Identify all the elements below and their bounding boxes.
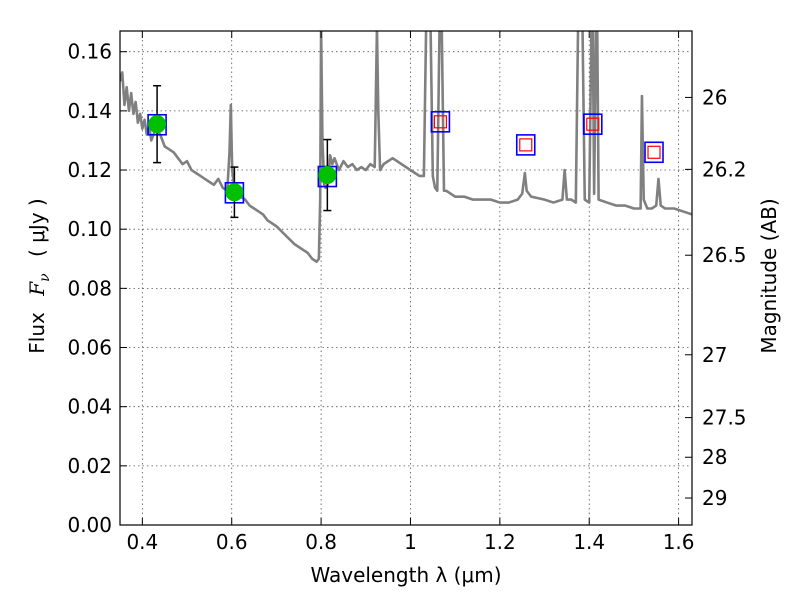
y2-tick-label-6: 29 [702, 486, 727, 510]
y-tick-label-5: 0.10 [67, 217, 112, 241]
y-axis-label: Flux Fν ( μJy ) [25, 198, 54, 353]
y-tick-label-6: 0.12 [67, 158, 112, 182]
model-spectrum-line [120, 31, 692, 264]
y-axis-label-text: Flux [25, 312, 49, 354]
y-axis-label-unit: ( μJy ) [25, 198, 49, 257]
y2-tick-label-1: 26.2 [702, 157, 747, 181]
svg-text:Flux Fν ( μJy ): Flux Fν ( μJy ) [25, 198, 54, 353]
model-band-marker-5 [582, 113, 603, 135]
x-tick-label-5: 1.4 [573, 530, 605, 554]
upper-marker-3 [647, 145, 661, 159]
model-band-marker-6 [644, 141, 664, 164]
x-tick-label-0: 0.4 [126, 530, 158, 554]
plot-frame [119, 30, 693, 526]
y2-tick-label-0: 26 [702, 85, 727, 109]
model-band-marker-4 [515, 134, 536, 156]
observed-point-1 [225, 183, 244, 202]
x-tick-label-6: 1.6 [663, 530, 695, 554]
grid-lines [120, 31, 692, 525]
x-tick-label-3: 1 [404, 530, 417, 554]
upper-marker-2 [586, 117, 600, 131]
y-tick-label-8: 0.16 [67, 40, 112, 64]
y2-tick-label-2: 26.5 [702, 243, 747, 267]
y-tick-label-7: 0.14 [67, 99, 112, 123]
y2-tick-label-4: 27.5 [702, 406, 747, 430]
y2-tick-label-5: 28 [702, 445, 727, 469]
y-axis-label-math: F [25, 281, 49, 297]
y2-tick-label-3: 27 [702, 343, 727, 367]
x-axis-label: Wavelength λ (μm) [310, 563, 501, 587]
model-spectrum [120, 31, 692, 264]
y-axis-label-sub: ν [37, 273, 53, 282]
y-tick-label-1: 0.02 [67, 454, 112, 478]
x-tick-label-4: 1.2 [484, 530, 516, 554]
x-tick-label-2: 0.8 [305, 530, 337, 554]
model-band-marker-3 [430, 111, 451, 133]
upper-marker-0 [433, 115, 448, 129]
y-tick-label-2: 0.04 [67, 395, 112, 419]
axis-ticks: 0.4 0.6 0.8 1 1.2 1.4 1.6 0.00 0.02 0.04 0.06 0.08 0… [67, 31, 747, 554]
observed-point-2 [318, 166, 337, 185]
upper-marker-1 [519, 138, 533, 152]
observed-point-0 [148, 115, 167, 134]
y2-axis-label: Magnitude (AB) [757, 198, 781, 353]
y-tick-label-4: 0.08 [67, 276, 112, 300]
photometry-points [147, 84, 664, 219]
x-tick-label-1: 0.6 [216, 530, 248, 554]
y-tick-label-3: 0.06 [67, 336, 112, 360]
y-tick-label-0: 0.00 [67, 513, 112, 537]
